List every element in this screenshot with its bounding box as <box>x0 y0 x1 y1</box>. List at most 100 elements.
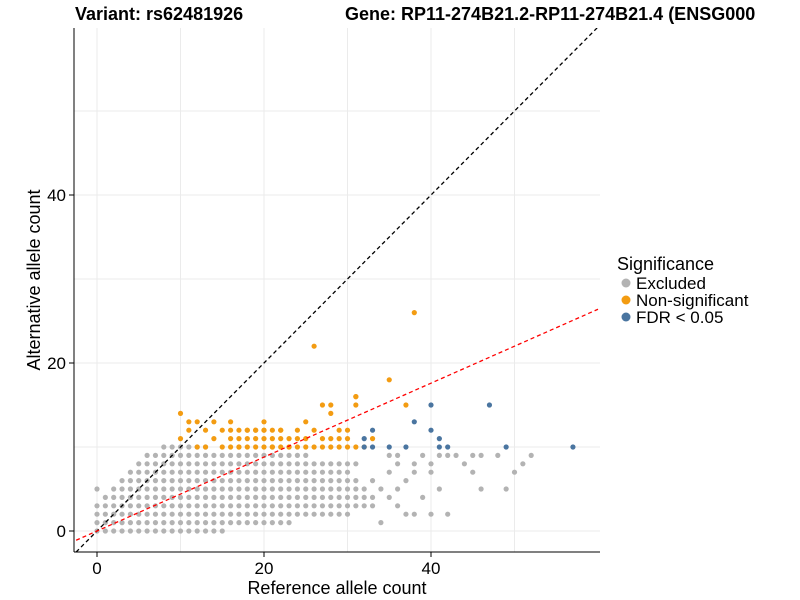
point-excluded <box>144 461 150 467</box>
point-excluded <box>136 503 142 509</box>
point-non-significant <box>353 394 359 400</box>
point-non-significant <box>228 444 234 450</box>
point-excluded <box>94 520 100 526</box>
point-excluded <box>244 503 250 509</box>
point-excluded <box>278 469 284 475</box>
point-non-significant <box>328 436 334 442</box>
point-excluded <box>311 486 317 492</box>
point-excluded <box>286 486 292 492</box>
point-excluded <box>127 478 133 484</box>
point-excluded <box>478 452 484 458</box>
point-excluded <box>202 503 209 509</box>
point-excluded <box>436 452 442 458</box>
point-excluded <box>194 528 200 534</box>
point-non-significant <box>294 427 300 433</box>
point-excluded <box>152 494 159 500</box>
point-excluded <box>186 444 192 450</box>
point-fdr-0-05 <box>428 427 434 433</box>
legend-label-excluded: Excluded <box>636 274 706 293</box>
point-excluded <box>94 511 100 517</box>
point-fdr-0-05 <box>428 402 434 408</box>
point-excluded <box>294 469 300 475</box>
point-excluded <box>369 478 376 484</box>
point-excluded <box>269 511 275 517</box>
point-excluded <box>319 478 326 484</box>
point-excluded <box>361 486 367 492</box>
point-excluded <box>202 461 209 467</box>
point-non-significant <box>344 436 351 442</box>
point-excluded <box>286 520 292 526</box>
point-excluded <box>111 528 117 534</box>
point-excluded <box>177 520 184 526</box>
point-excluded <box>261 520 267 526</box>
point-excluded <box>261 469 267 475</box>
point-excluded <box>219 469 225 475</box>
point-excluded <box>344 469 351 475</box>
point-excluded <box>169 486 175 492</box>
point-excluded <box>211 469 217 475</box>
point-excluded <box>286 469 292 475</box>
point-excluded <box>144 520 150 526</box>
point-excluded <box>344 461 351 467</box>
point-non-significant <box>202 427 209 433</box>
point-excluded <box>303 452 309 458</box>
point-excluded <box>211 494 217 500</box>
point-non-significant <box>219 427 225 433</box>
point-non-significant <box>303 436 309 442</box>
point-excluded <box>186 461 192 467</box>
point-excluded <box>319 494 326 500</box>
point-excluded <box>152 461 159 467</box>
point-excluded <box>144 469 150 475</box>
point-excluded <box>311 494 317 500</box>
point-excluded <box>202 469 209 475</box>
point-non-significant <box>202 444 209 450</box>
point-fdr-0-05 <box>361 436 367 442</box>
point-excluded <box>328 461 334 467</box>
point-excluded <box>328 469 334 475</box>
point-non-significant <box>253 436 259 442</box>
point-excluded <box>169 444 175 450</box>
point-excluded <box>244 469 250 475</box>
point-excluded <box>253 511 259 517</box>
point-excluded <box>236 503 242 509</box>
point-excluded <box>194 461 200 467</box>
point-excluded <box>194 503 200 509</box>
point-excluded <box>278 494 284 500</box>
point-excluded <box>311 461 317 467</box>
point-excluded <box>194 520 200 526</box>
point-excluded <box>119 478 125 484</box>
x-tick-label-40: 40 <box>422 559 441 578</box>
point-excluded <box>186 511 192 517</box>
point-excluded <box>169 461 175 467</box>
point-excluded <box>186 494 192 500</box>
point-non-significant <box>344 427 351 433</box>
point-excluded <box>311 478 317 484</box>
point-excluded <box>353 486 359 492</box>
point-excluded <box>303 511 309 517</box>
point-excluded <box>161 444 167 450</box>
point-excluded <box>253 461 259 467</box>
reference-line-identity <box>75 28 598 552</box>
point-non-significant <box>269 427 275 433</box>
point-non-significant <box>411 310 417 316</box>
point-excluded <box>111 520 117 526</box>
point-excluded <box>269 469 275 475</box>
point-excluded <box>269 503 275 509</box>
point-non-significant <box>319 436 326 442</box>
point-excluded <box>420 452 426 458</box>
point-excluded <box>286 452 292 458</box>
point-excluded <box>319 486 326 492</box>
point-excluded <box>111 503 117 509</box>
point-non-significant <box>269 436 275 442</box>
point-non-significant <box>261 427 267 433</box>
point-fdr-0-05 <box>445 444 451 450</box>
point-excluded <box>294 486 300 492</box>
point-excluded <box>236 478 242 484</box>
point-excluded <box>386 469 392 475</box>
point-fdr-0-05 <box>369 444 376 450</box>
point-excluded <box>244 520 250 526</box>
point-excluded <box>102 503 108 509</box>
point-non-significant <box>244 444 250 450</box>
point-excluded <box>161 478 167 484</box>
point-non-significant <box>303 419 309 425</box>
